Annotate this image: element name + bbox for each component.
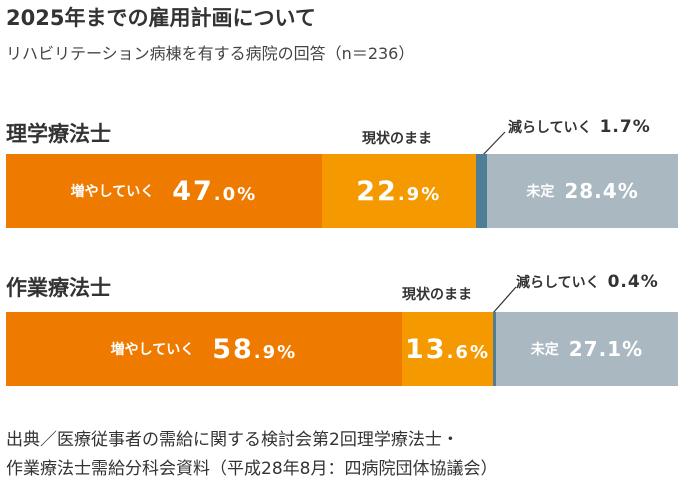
bar-segment-undecided-ot: 未定 27.1% <box>495 312 678 386</box>
source-line-1: 出典／医療従事者の需給に関する検討会第2回理学療法士・ <box>6 430 459 450</box>
bar-segment-current-ot: 13.6% <box>401 312 494 386</box>
bar-value-undecided-ot: 27.1% <box>568 337 644 361</box>
source-line-2: 作業療法士需給分科会資料（平成28年8月：四病院団体協議会） <box>6 459 498 479</box>
page-title: 2025年までの雇用計画について <box>6 6 316 30</box>
decrease-label-ot: 減らしていく <box>516 275 600 291</box>
current-callout-ot: 現状のまま <box>402 287 472 303</box>
source-note: 出典／医療従事者の需給に関する検討会第2回理学療法士・ 作業療法士需給分科会資料… <box>6 426 497 484</box>
bar-segment-increase-pt: 増やしていく 47.0% <box>6 154 322 228</box>
bar-value-current-pt: 22.9% <box>356 175 442 207</box>
bar-value-undecided-pt: 28.4% <box>564 179 639 203</box>
decrease-callout-ot: 減らしていく 0.4% <box>516 272 659 292</box>
bar-value-current-ot: 13.6% <box>405 333 490 365</box>
bar-label-undecided-ot: 未定 <box>530 342 559 358</box>
bar-value-increase-pt: 47.0% <box>172 175 258 207</box>
chart-title-pt: 理学療法士 <box>6 122 111 146</box>
stacked-bar-pt: 増やしていく 47.0% 22.9% 未定 28.4% <box>6 154 678 228</box>
bar-segment-decrease-pt <box>475 154 488 228</box>
decrease-label-pt: 減らしていく <box>508 120 592 136</box>
decrease-leader-line-pt <box>479 131 506 159</box>
bar-segment-current-pt: 22.9% <box>321 154 476 228</box>
bar-segment-undecided-pt: 未定 28.4% <box>487 154 678 228</box>
page-subtitle: リハビリテーション病棟を有する病院の回答（n＝236） <box>6 44 415 63</box>
current-callout-pt: 現状のまま <box>362 131 432 147</box>
stacked-bar-ot: 増やしていく 58.9% 13.6% 未定 27.1% <box>6 312 678 386</box>
bar-label-increase-ot: 増やしていく <box>110 342 195 358</box>
decrease-value-ot: 0.4% <box>607 272 659 292</box>
bar-segment-decrease-ot <box>493 312 496 386</box>
bar-label-increase-pt: 増やしていく <box>70 184 155 200</box>
bar-segment-increase-ot: 増やしていく 58.9% <box>6 312 402 386</box>
decrease-value-pt: 1.7% <box>599 117 651 137</box>
decrease-leader-line-ot <box>492 286 517 314</box>
decrease-callout-pt: 減らしていく 1.7% <box>508 117 651 137</box>
bar-label-undecided-pt: 未定 <box>526 184 555 200</box>
bar-value-increase-ot: 58.9% <box>212 333 298 365</box>
chart-title-ot: 作業療法士 <box>6 276 111 300</box>
